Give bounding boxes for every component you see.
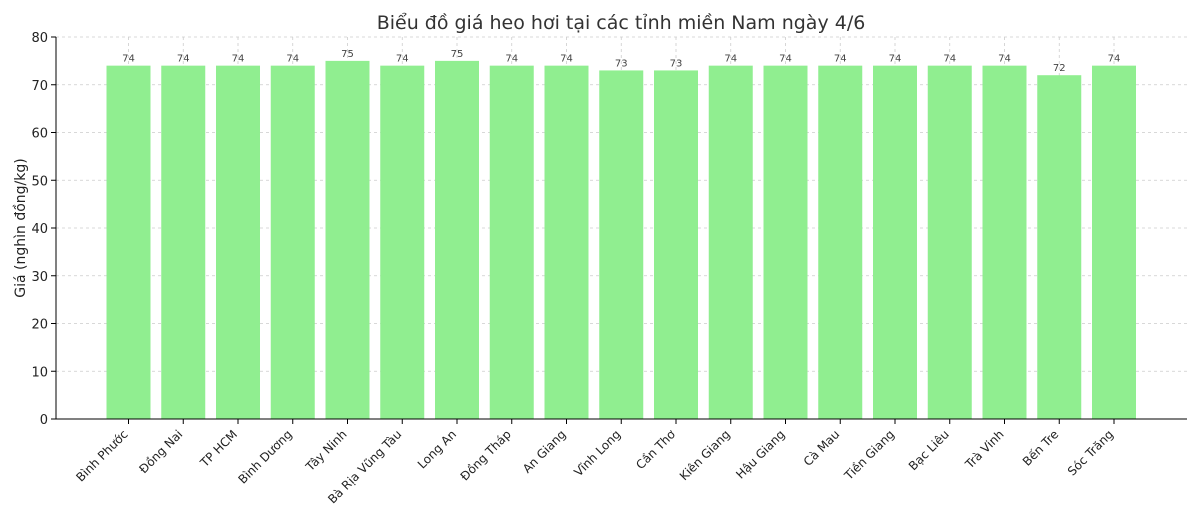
bar-value-label: 74 [998, 54, 1011, 65]
x-tick-label: Hậu Giang [733, 427, 787, 481]
bar-value-label: 74 [122, 54, 135, 65]
x-tick-label: Long An [415, 427, 459, 471]
x-tick-label: Đồng Tháp [458, 427, 514, 483]
bar [380, 65, 425, 420]
x-tick-label: Bạc Liêu [906, 427, 952, 473]
bar-value-label: 72 [1053, 63, 1066, 74]
x-tick-label: Sóc Trăng [1065, 427, 1116, 478]
data-labels: 74 74 74 74 75 74 75 74 74 73 73 74 74 74 74 74 74 72 74 [122, 49, 1120, 74]
x-tick-label: Tây Ninh [302, 427, 349, 474]
x-tick-label: Cần Thơ [633, 427, 678, 472]
y-axis-label: Giá (nghìn đồng/kg) [12, 158, 29, 297]
y-tick-label: 50 [31, 174, 48, 189]
x-tick-label: Kiên Giang [677, 427, 733, 483]
y-tick-label: 40 [31, 222, 48, 237]
bar-value-label: 75 [341, 49, 354, 60]
bar-value-label: 74 [396, 54, 409, 65]
y-tick-label: 70 [31, 79, 48, 94]
bar [1092, 65, 1136, 420]
bar-value-label: 74 [834, 54, 847, 65]
x-tick-label: Cà Mau [801, 427, 843, 469]
bar-value-label: 74 [232, 54, 245, 65]
x-tick-label: TP HCM [197, 427, 240, 470]
bar-value-label: 74 [724, 54, 737, 65]
bar [599, 70, 644, 420]
bar [982, 65, 1027, 420]
y-tick-label: 60 [31, 127, 48, 142]
x-tick-label: Bến Tre [1020, 427, 1061, 468]
x-tick-label: Bình Phước [73, 427, 130, 484]
bar [654, 70, 698, 420]
x-tick-label: Đồng Nai [136, 427, 185, 476]
bar [489, 65, 534, 420]
x-tick-label: Tiền Giang [841, 427, 897, 483]
bars [106, 60, 1136, 420]
bar-value-label: 74 [286, 54, 299, 65]
bar [216, 65, 260, 420]
bar-value-label: 74 [505, 54, 518, 65]
bar-value-label: 74 [889, 54, 902, 65]
bar-value-label: 74 [779, 54, 792, 65]
x-tick-label: Bình Dương [235, 427, 294, 486]
y-tick-label: 0 [40, 413, 48, 428]
bar-value-label: 74 [943, 54, 956, 65]
x-tick-label: Vĩnh Long [571, 427, 623, 479]
bar-value-label: 73 [670, 58, 683, 69]
bar-value-label: 74 [560, 54, 573, 65]
bar [325, 60, 370, 419]
y-tick-label: 30 [31, 270, 48, 285]
bar [544, 65, 589, 420]
y-axis-ticks: 0 10 20 30 40 50 60 70 80 [31, 31, 56, 428]
chart-title: Biểu đồ giá heo hơi tại các tỉnh miền Na… [377, 12, 866, 34]
bar [927, 65, 972, 420]
bar [106, 65, 151, 420]
bar-value-label: 75 [451, 49, 464, 60]
x-tick-label: An Giang [520, 427, 569, 476]
bar-value-label: 74 [177, 54, 190, 65]
bar [708, 65, 753, 420]
y-tick-label: 10 [31, 365, 48, 380]
axes [55, 37, 1187, 420]
bar-value-label: 74 [1108, 54, 1121, 65]
bar [435, 60, 479, 419]
bar-value-label: 73 [615, 58, 628, 69]
y-tick-label: 80 [31, 31, 48, 46]
bar [161, 65, 206, 420]
y-tick-label: 20 [31, 318, 48, 333]
x-tick-label: Trà Vinh [962, 427, 1007, 472]
bar [1037, 75, 1082, 419]
bar [873, 65, 917, 420]
bar [270, 65, 315, 420]
bar [763, 65, 808, 420]
bar [818, 65, 863, 420]
